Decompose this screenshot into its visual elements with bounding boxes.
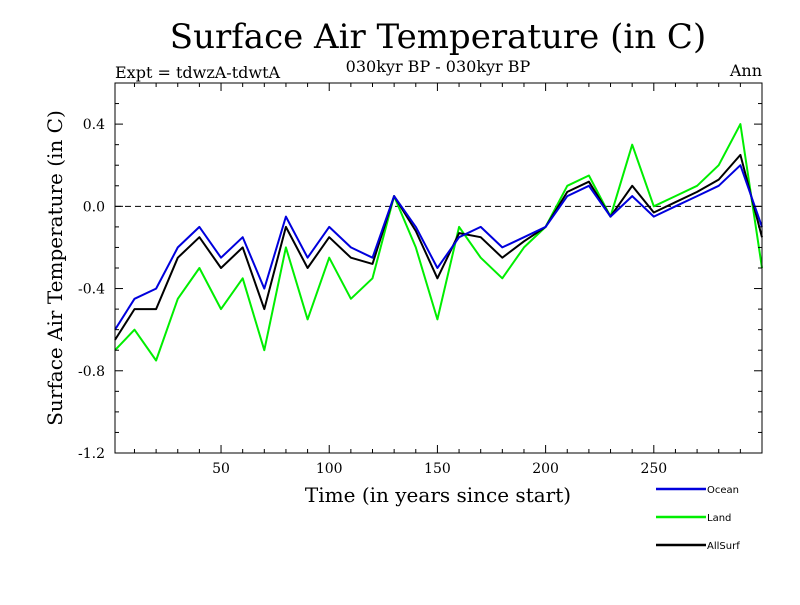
chart-subtitle-right: Ann <box>729 61 762 80</box>
x-tick-label: 250 <box>640 461 667 477</box>
legend-label-ocean: Ocean <box>707 485 739 496</box>
series-line-allsurf <box>114 153 763 341</box>
legend-label-land: Land <box>707 513 731 524</box>
x-tick-label: 200 <box>532 461 559 477</box>
x-tick-label: 150 <box>424 461 451 477</box>
y-tick-label: 0.4 <box>83 117 105 133</box>
y-tick-label: -0.4 <box>78 282 105 298</box>
y-tick-label: -1.2 <box>78 446 105 462</box>
axis-ticks: 50 100 150 200 250 -1.2 -0.8 -0.4 0.0 0.4 <box>78 83 762 477</box>
chart-subtitle-center: 030kyr BP - 030kyr BP <box>346 57 531 76</box>
x-tick-label: 50 <box>212 461 230 477</box>
y-axis-label: Surface Air Temperature (in C) <box>43 110 67 426</box>
chart-subtitle-left: Expt = tdwzA-tdwtA <box>115 63 281 82</box>
x-tick-label: 100 <box>316 461 343 477</box>
y-tick-label: 0.0 <box>83 199 105 215</box>
chart-title: Surface Air Temperature (in C) <box>170 17 706 57</box>
y-tick-label: -0.8 <box>78 364 105 380</box>
legend-label-allsurf: AllSurf <box>707 541 740 552</box>
plot-area <box>114 123 763 362</box>
legend: Ocean Land AllSurf <box>656 485 740 552</box>
series-line-ocean <box>114 164 763 331</box>
x-axis-label: Time (in years since start) <box>305 483 571 507</box>
series-line-land <box>114 123 763 362</box>
